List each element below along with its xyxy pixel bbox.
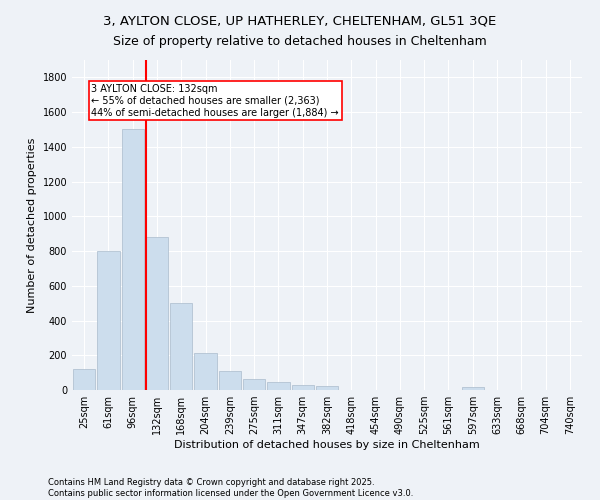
Bar xyxy=(97,251,119,390)
Bar xyxy=(122,130,144,390)
Bar xyxy=(73,369,95,390)
X-axis label: Distribution of detached houses by size in Cheltenham: Distribution of detached houses by size … xyxy=(174,440,480,450)
Text: Contains HM Land Registry data © Crown copyright and database right 2025.
Contai: Contains HM Land Registry data © Crown c… xyxy=(48,478,413,498)
Bar xyxy=(243,378,265,390)
Text: Size of property relative to detached houses in Cheltenham: Size of property relative to detached ho… xyxy=(113,35,487,48)
Bar xyxy=(146,237,168,390)
Bar xyxy=(194,352,217,390)
Y-axis label: Number of detached properties: Number of detached properties xyxy=(27,138,37,312)
Text: 3, AYLTON CLOSE, UP HATHERLEY, CHELTENHAM, GL51 3QE: 3, AYLTON CLOSE, UP HATHERLEY, CHELTENHA… xyxy=(103,15,497,28)
Bar xyxy=(170,303,193,390)
Bar xyxy=(218,371,241,390)
Bar xyxy=(292,385,314,390)
Bar xyxy=(267,382,290,390)
Bar xyxy=(316,386,338,390)
Bar xyxy=(461,388,484,390)
Text: 3 AYLTON CLOSE: 132sqm
← 55% of detached houses are smaller (2,363)
44% of semi-: 3 AYLTON CLOSE: 132sqm ← 55% of detached… xyxy=(91,84,339,117)
